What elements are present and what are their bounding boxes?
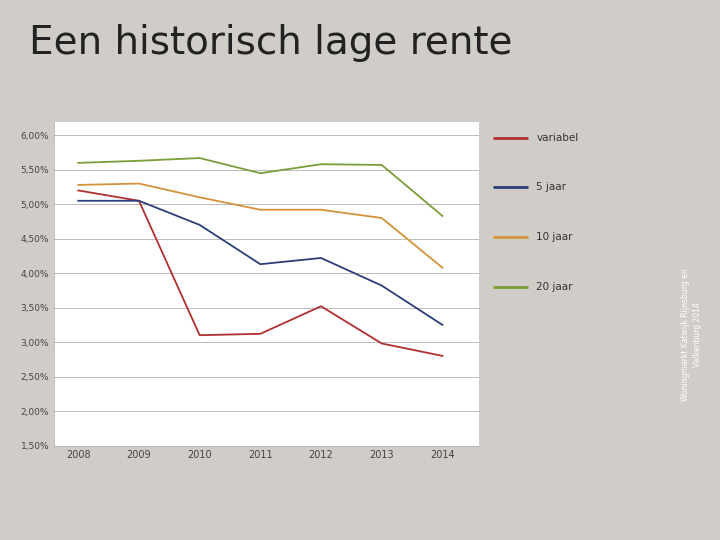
Text: Woningmarkt Katwijk Rijnsburg en
Valkenburg 2014: Woningmarkt Katwijk Rijnsburg en Valkenb… [681, 268, 701, 401]
Text: Een historisch lage rente: Een historisch lage rente [29, 24, 513, 62]
Text: 5 jaar: 5 jaar [536, 183, 567, 192]
Text: 10 jaar: 10 jaar [536, 232, 573, 242]
Text: 20 jaar: 20 jaar [536, 282, 573, 292]
Text: variabel: variabel [536, 133, 579, 143]
